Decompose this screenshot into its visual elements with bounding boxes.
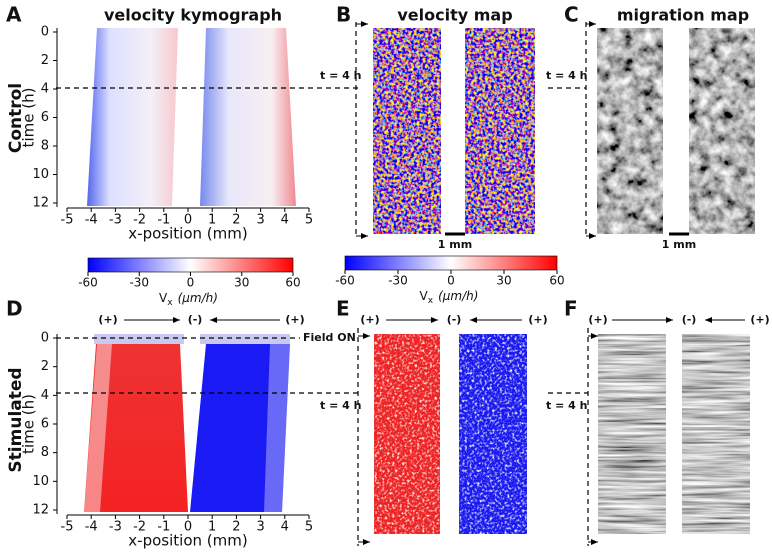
x-tick-label: -2 — [133, 520, 146, 535]
x-tick-label: 4 — [281, 213, 289, 228]
y-tick-label: 0 — [41, 331, 49, 346]
x-tick-label: 1 — [208, 520, 216, 535]
time-marker: t = 4 h — [546, 69, 587, 82]
row-label: Stimulated — [6, 367, 26, 472]
x-axis-label: x-position (mm) — [128, 225, 247, 243]
time-marker: t = 4 h — [320, 69, 361, 82]
colorbar-label-unit: (μm/h) — [438, 289, 478, 303]
time-marker: t = 4 h — [320, 399, 361, 412]
y-axis-label: time (h) — [20, 394, 38, 454]
panel-letter: E — [336, 297, 350, 321]
panel-title: velocity map — [397, 6, 512, 25]
kymograph-image — [84, 334, 290, 512]
y-tick-label: 12 — [32, 196, 49, 211]
colorbar — [344, 255, 558, 271]
x-tick-label: 3 — [256, 213, 264, 228]
colorbar-tick-label: 30 — [496, 274, 511, 288]
colorbar-tick-label: -30 — [129, 276, 149, 290]
y-tick-label: 2 — [41, 53, 49, 68]
guide-lines — [56, 21, 598, 546]
polarity-label: (-) — [447, 313, 462, 326]
polarity-label: (+) — [750, 313, 769, 326]
x-tick-label: -5 — [61, 213, 74, 228]
x-tick-label: -1 — [157, 520, 170, 535]
x-tick-label: 0 — [184, 520, 192, 535]
y-axis-label: time (h) — [20, 88, 38, 148]
y-tick-label: 6 — [41, 417, 49, 432]
y-tick-label: 8 — [41, 139, 49, 154]
polarity-label: (+) — [360, 313, 379, 326]
x-axis-label: x-position (mm) — [128, 532, 247, 550]
x-tick-label: 5 — [305, 213, 313, 228]
colorbar-label-symbol: V — [420, 289, 429, 303]
x-tick-label: -2 — [133, 213, 146, 228]
x-tick-label: 4 — [281, 520, 289, 535]
row-label: Control — [6, 83, 26, 153]
x-tick-label: -4 — [85, 520, 98, 535]
x-tick-label: -3 — [109, 520, 122, 535]
y-tick-label: 0 — [41, 25, 49, 40]
scale-bar-label: 1 mm — [438, 238, 472, 251]
y-tick-label: 12 — [32, 503, 49, 518]
x-tick-label: -5 — [61, 520, 74, 535]
y-tick-label: 2 — [41, 359, 49, 374]
colorbar-tick-label: -60 — [78, 276, 98, 290]
panel-title: velocity kymograph — [104, 6, 282, 25]
colorbar-tick-label: 0 — [187, 276, 195, 290]
migration-map — [597, 28, 755, 234]
polarity-label: (+) — [588, 313, 607, 326]
x-tick-label: 1 — [208, 213, 216, 228]
y-tick-label: 10 — [32, 474, 49, 489]
colorbar-tick-label: 60 — [285, 276, 300, 290]
colorbar-tick-label: -60 — [335, 274, 355, 288]
x-tick-label: 5 — [305, 520, 313, 535]
colorbar-tick-label: 60 — [549, 274, 564, 288]
x-tick-label: -3 — [109, 213, 122, 228]
y-tick-label: 6 — [41, 110, 49, 125]
panel-letter: D — [6, 297, 23, 321]
time-marker: t = 4 h — [546, 399, 587, 412]
panel-letter: A — [6, 3, 22, 27]
polarity-label: (+) — [285, 313, 304, 326]
x-tick-label: 2 — [232, 520, 240, 535]
panel-letter: F — [564, 297, 578, 321]
field-on-label: Field ON — [303, 331, 356, 344]
colorbar-label-unit: (μm/h) — [178, 291, 218, 305]
x-tick-label: 3 — [256, 520, 264, 535]
y-tick-label: 8 — [41, 445, 49, 460]
colorbar-tick-label: 0 — [447, 274, 455, 288]
polarity-label: (+) — [528, 313, 547, 326]
y-tick-label: 10 — [32, 167, 49, 182]
x-tick-label: -4 — [85, 213, 98, 228]
migration-map — [598, 334, 750, 534]
panel-title: migration map — [617, 6, 749, 25]
x-tick-label: -1 — [157, 213, 170, 228]
polarity-label: (-) — [188, 313, 203, 326]
colorbar-label-subscript: x — [428, 296, 434, 306]
colorbar-label: Vx (μm/h) — [420, 289, 479, 306]
x-tick-label: 2 — [232, 213, 240, 228]
panel-letter: C — [564, 3, 579, 27]
y-tick-label: 4 — [41, 82, 49, 97]
x-tick-label: 0 — [184, 213, 192, 228]
colorbar-tick-label: -30 — [388, 274, 408, 288]
panel-letter: B — [336, 3, 351, 27]
velocity-map — [373, 28, 535, 234]
velocity-map — [374, 334, 527, 534]
polarity-label: (+) — [98, 313, 117, 326]
scale-bar-label: 1 mm — [662, 238, 696, 251]
colorbar-label-subscript: x — [167, 298, 173, 308]
kymograph-image — [87, 28, 296, 206]
y-tick-label: 4 — [41, 388, 49, 403]
colorbar — [87, 257, 294, 273]
colorbar-label: Vx (μm/h) — [159, 291, 218, 308]
colorbar-label-symbol: V — [159, 291, 168, 305]
colorbar-tick-label: 30 — [234, 276, 249, 290]
polarity-label: (-) — [682, 313, 697, 326]
